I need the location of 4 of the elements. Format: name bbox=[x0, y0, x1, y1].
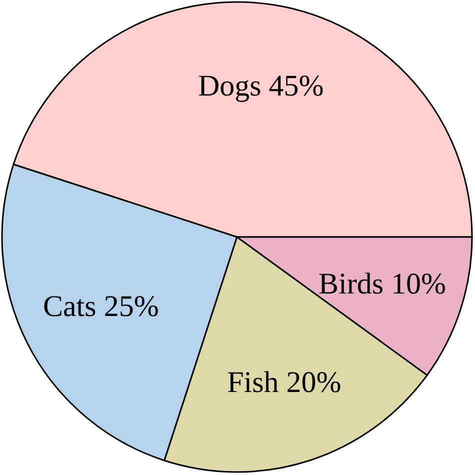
slice-label: Dogs 45% bbox=[198, 70, 324, 103]
slice-label: Cats 25% bbox=[42, 290, 159, 323]
slice-label: Birds 10% bbox=[318, 268, 446, 301]
slice-label: Fish 20% bbox=[227, 366, 342, 399]
